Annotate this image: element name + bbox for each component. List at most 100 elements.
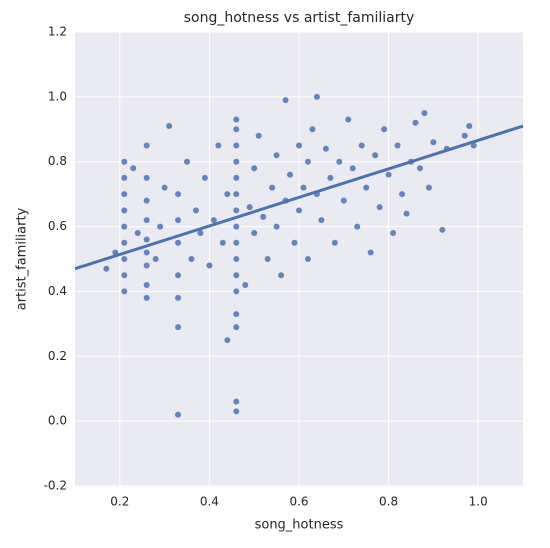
point	[121, 272, 128, 279]
point	[175, 191, 182, 198]
point	[143, 281, 150, 288]
y-tick-label: 1.2	[48, 25, 67, 39]
point	[175, 217, 182, 224]
x-tick-label: 0.8	[379, 495, 398, 509]
point	[242, 281, 249, 288]
point	[224, 337, 231, 344]
point	[175, 324, 182, 331]
point	[233, 207, 240, 214]
point	[273, 223, 280, 230]
point	[233, 174, 240, 181]
point	[403, 210, 410, 217]
y-tick-label: 1.0	[48, 89, 67, 103]
point	[175, 272, 182, 279]
point	[121, 191, 128, 198]
point	[175, 294, 182, 301]
point	[121, 207, 128, 214]
point	[381, 126, 388, 133]
point	[358, 142, 365, 149]
point	[287, 171, 294, 178]
point	[470, 142, 477, 149]
point	[291, 239, 298, 246]
point	[349, 165, 356, 172]
point	[296, 142, 302, 149]
point	[233, 288, 240, 295]
point	[143, 294, 150, 301]
point	[121, 256, 128, 262]
point	[201, 174, 208, 181]
point	[143, 262, 150, 269]
point	[233, 158, 240, 165]
point	[394, 142, 401, 149]
point	[273, 152, 280, 159]
point	[331, 239, 338, 246]
point	[210, 217, 217, 224]
point	[197, 230, 204, 237]
point	[143, 142, 150, 149]
point	[425, 184, 432, 191]
point	[327, 174, 334, 181]
point	[184, 158, 190, 165]
point	[233, 408, 240, 415]
point	[175, 411, 182, 418]
x-tick-label: 0.2	[110, 495, 129, 509]
point	[233, 191, 240, 198]
point	[134, 230, 141, 237]
point	[215, 142, 222, 149]
y-tick-label: 0.8	[48, 154, 67, 168]
x-tick-label: 0.6	[289, 495, 308, 509]
point	[296, 207, 302, 214]
point	[372, 152, 379, 159]
point	[376, 204, 383, 211]
y-tick-label: 0.2	[48, 349, 67, 363]
x-tick-label: 1.0	[469, 495, 488, 509]
point	[390, 230, 397, 237]
point	[412, 119, 419, 126]
point	[121, 288, 128, 295]
point	[233, 126, 240, 133]
point	[363, 184, 370, 191]
point	[121, 158, 128, 165]
point	[246, 204, 253, 211]
point	[121, 239, 128, 246]
point	[143, 236, 150, 243]
point	[430, 139, 437, 146]
point	[143, 249, 150, 256]
x-axis-title: song_hotness	[255, 518, 344, 533]
y-axis-title: artist_familiarty	[15, 207, 30, 310]
point	[233, 311, 240, 318]
point	[260, 213, 267, 220]
point	[251, 165, 258, 172]
point	[233, 223, 240, 230]
y-tick-label: 0.4	[48, 284, 67, 298]
point	[233, 324, 240, 331]
point	[233, 142, 240, 149]
point	[304, 256, 311, 262]
point	[421, 110, 428, 117]
point	[224, 191, 231, 198]
point	[269, 184, 276, 191]
point	[166, 123, 173, 130]
point	[255, 132, 262, 139]
y-tick-label: 0.6	[48, 219, 67, 233]
point	[152, 256, 159, 262]
point	[385, 171, 392, 178]
point	[282, 97, 289, 104]
point	[161, 184, 168, 191]
point	[304, 158, 311, 165]
y-tick-label: -0.2	[44, 479, 67, 493]
point	[206, 262, 213, 269]
point	[313, 93, 320, 100]
point	[233, 239, 240, 246]
point	[143, 217, 150, 224]
point	[130, 165, 137, 172]
point	[157, 223, 164, 230]
point	[322, 145, 329, 152]
point	[188, 256, 195, 262]
point	[175, 239, 182, 246]
point	[399, 191, 406, 198]
chart-title: song_hotness vs artist_familiarty	[184, 10, 415, 26]
point	[233, 398, 240, 405]
point	[318, 217, 325, 224]
